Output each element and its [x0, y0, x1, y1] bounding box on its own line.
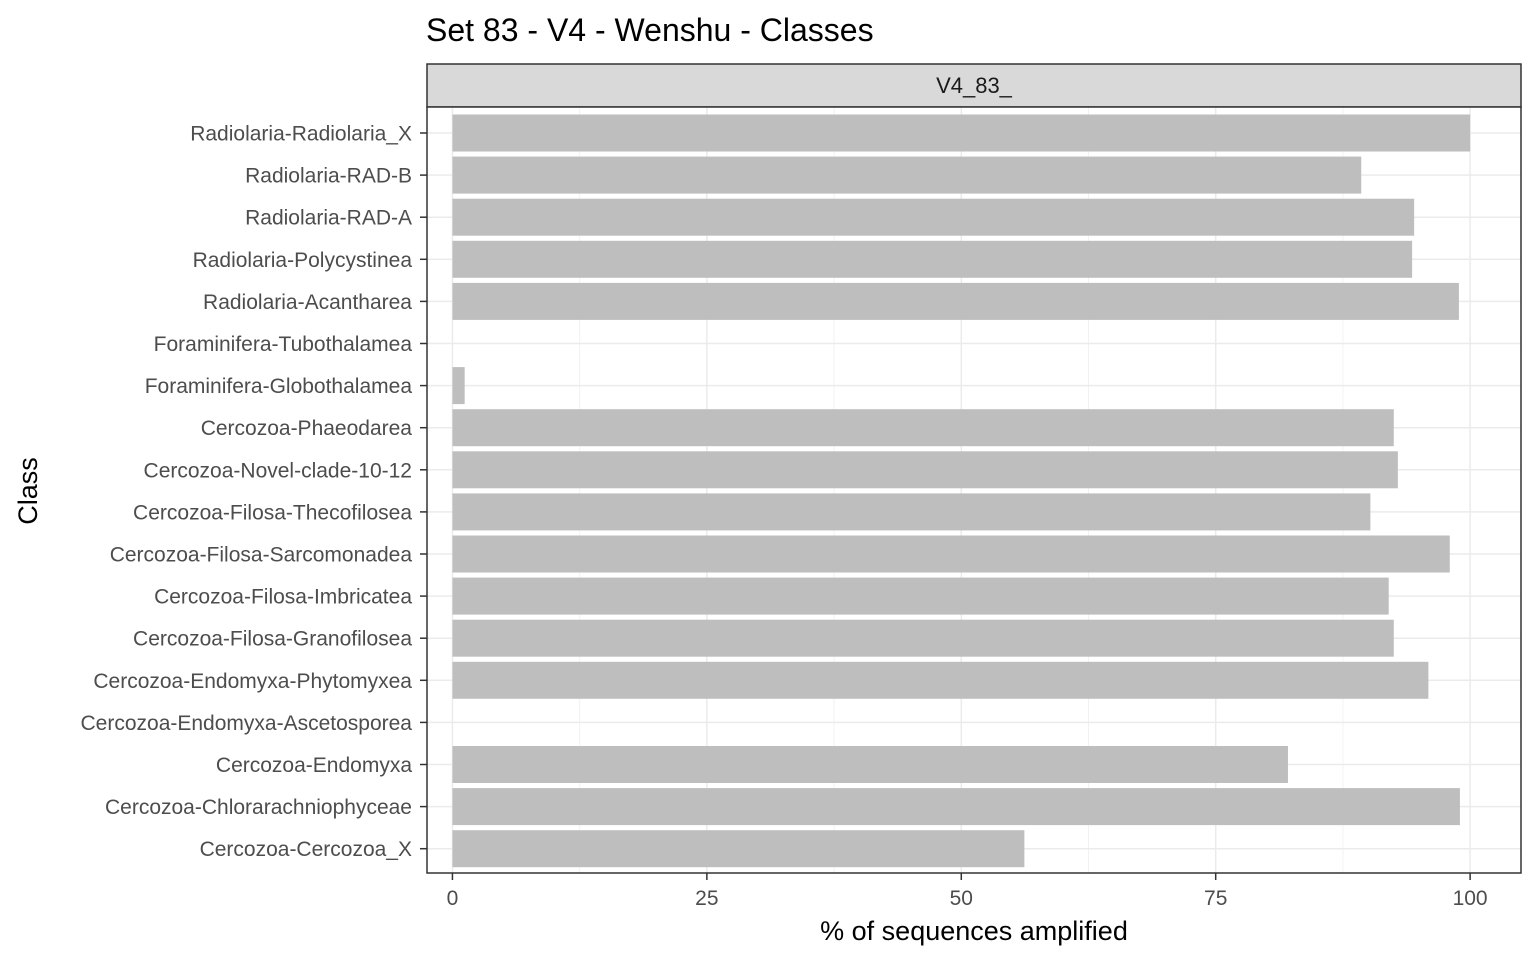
- bar: [452, 788, 1460, 826]
- bar: [452, 156, 1362, 194]
- y-tick-label: Cercozoa-Phaeodarea: [201, 417, 413, 440]
- y-tick-label: Cercozoa-Filosa-Granofilosea: [133, 628, 412, 651]
- bar: [452, 451, 1398, 489]
- x-axis: 0 25 50 75 100: [447, 873, 1488, 910]
- bar: [452, 282, 1459, 320]
- bar: [452, 409, 1394, 447]
- bars: [452, 114, 1471, 868]
- bar: [452, 240, 1413, 278]
- facet-strip: [426, 63, 1522, 108]
- y-tick-label: Cercozoa-Endomyxa-Ascetosporea: [81, 712, 413, 735]
- y-axis: Radiolaria-Radiolaria_X Radiolaria-RAD-B R…: [81, 123, 427, 861]
- y-axis-title: Class: [13, 457, 43, 525]
- y-tick-label: Radiolaria-Polycystinea: [193, 249, 413, 272]
- bar: [452, 746, 1288, 783]
- y-tick-label: Radiolaria-Radiolaria_X: [190, 123, 412, 146]
- y-tick-label: Cercozoa-Novel-clade-10-12: [144, 459, 412, 482]
- bar: [452, 114, 1471, 152]
- y-tick-label: Foraminifera-Tubothalamea: [154, 333, 413, 356]
- bar: [452, 619, 1394, 657]
- y-tick-label: Cercozoa-Endomyxa-Phytomyxea: [93, 670, 412, 693]
- bar: [452, 198, 1415, 236]
- x-tick-label: 100: [1453, 887, 1488, 910]
- bar: [452, 830, 1025, 868]
- x-axis-title: % of sequences amplified: [820, 916, 1128, 946]
- x-tick-label: 0: [447, 887, 459, 910]
- y-tick-label: Radiolaria-RAD-A: [245, 207, 412, 230]
- y-tick-label: Foraminifera-Globothalamea: [145, 375, 413, 398]
- y-tick-label: Cercozoa-Endomyxa: [216, 754, 412, 777]
- plot-panel-border: [426, 106, 1522, 874]
- y-tick-label: Radiolaria-Acantharea: [203, 291, 412, 314]
- x-tick-label: 25: [695, 887, 718, 910]
- bar: [452, 577, 1389, 615]
- bar: [452, 493, 1371, 531]
- bar: [452, 367, 465, 405]
- x-tick-label: 75: [1204, 887, 1227, 910]
- bar: [452, 535, 1450, 573]
- y-tick-label: Cercozoa-Cercozoa_X: [200, 838, 412, 861]
- y-tick-label: Cercozoa-Filosa-Imbricatea: [154, 586, 412, 609]
- x-tick-label: 50: [950, 887, 973, 910]
- y-tick-label: Cercozoa-Filosa-Sarcomonadea: [110, 544, 413, 567]
- y-tick-label: Cercozoa-Filosa-Thecofilosea: [133, 501, 412, 524]
- bar: [452, 661, 1429, 699]
- facet-strip-label: V4_83_: [936, 73, 1013, 98]
- y-tick-label: Cercozoa-Chlorarachniophyceae: [105, 796, 412, 819]
- y-tick-label: Radiolaria-RAD-B: [245, 165, 412, 188]
- chart-title: Set 83 - V4 - Wenshu - Classes: [426, 12, 874, 48]
